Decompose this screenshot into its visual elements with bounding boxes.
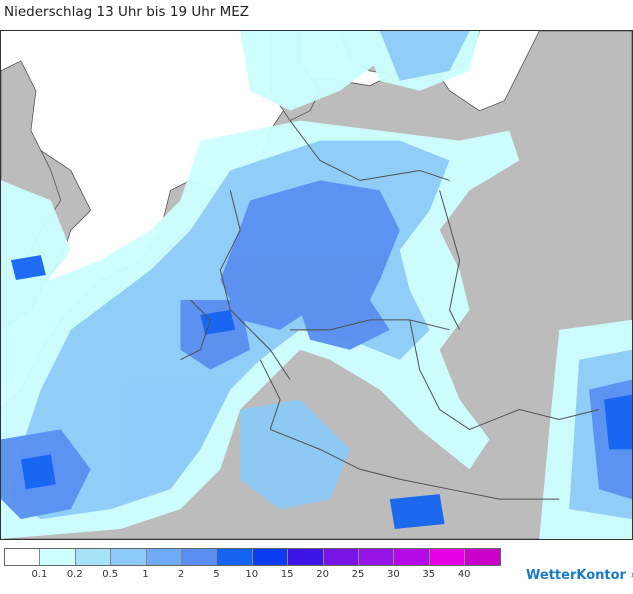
border-line-benelux <box>180 299 211 361</box>
legend-swatch <box>323 549 359 565</box>
precip-cell-east <box>604 394 632 450</box>
precip-cell-west <box>200 309 236 335</box>
legend-tick-label: 2 <box>177 569 185 580</box>
precip-zone-alps <box>240 399 350 510</box>
border-line-east <box>439 190 461 331</box>
precip-cell-sw <box>20 454 56 490</box>
legend-swatch <box>252 549 289 565</box>
border-line-southeast <box>409 319 600 430</box>
precip-zone-west <box>180 299 251 370</box>
border-line-alps <box>269 428 560 500</box>
brand-name: WetterKontor <box>526 568 626 583</box>
precip-zone-center <box>300 299 390 350</box>
map-title: Niederschlag 13 Uhr bis 19 Uhr MEZ <box>4 4 250 20</box>
legend-swatch <box>358 549 395 565</box>
legend-swatch <box>465 549 501 565</box>
legend-tick-label: 20 <box>316 569 329 580</box>
border-line-mid <box>290 319 450 331</box>
precip-layer-heavy <box>10 255 632 530</box>
legend-swatch <box>40 549 76 565</box>
legend-tick-label: 15 <box>280 569 294 580</box>
border-line-north <box>289 120 450 181</box>
legend-colorbar <box>4 548 502 566</box>
legend-swatch <box>181 549 218 565</box>
country-borders <box>180 120 600 500</box>
precip-zone-baltic-2 <box>379 31 470 81</box>
precip-cell-uk <box>10 255 46 281</box>
legend-swatch <box>429 549 466 565</box>
legend-swatch <box>288 549 324 565</box>
legend-swatch <box>111 549 147 565</box>
rain-drops-icon: ❄ <box>630 569 633 582</box>
legend-tick-label: 5 <box>213 569 220 580</box>
legend-tick-label: 30 <box>387 569 400 580</box>
precipitation-map <box>0 30 633 540</box>
legend-swatch <box>75 549 112 565</box>
legend-tick-label: 0.5 <box>102 569 119 580</box>
legend-swatch <box>146 549 182 565</box>
brand-logo: WetterKontor ❄ <box>526 568 633 583</box>
border-line-rhine <box>259 359 281 430</box>
precip-cell-south <box>389 494 445 530</box>
legend-swatch <box>5 549 41 565</box>
legend-tick-label: 1 <box>142 569 149 580</box>
legend-tick-label: 0.1 <box>31 569 48 580</box>
precip-zone-3 <box>220 180 400 330</box>
legend-swatch <box>217 549 253 565</box>
legend-swatch <box>394 549 430 565</box>
map-canvas <box>1 31 632 539</box>
legend-tick-label: 35 <box>422 569 436 580</box>
legend-tick-label: 10 <box>245 569 259 580</box>
legend-tick-label: 40 <box>457 569 471 580</box>
legend-tick-label: 0.2 <box>66 569 83 580</box>
border-line-west <box>219 190 291 380</box>
legend-tick-label: 25 <box>351 569 365 580</box>
precip-zone-north <box>240 31 380 111</box>
